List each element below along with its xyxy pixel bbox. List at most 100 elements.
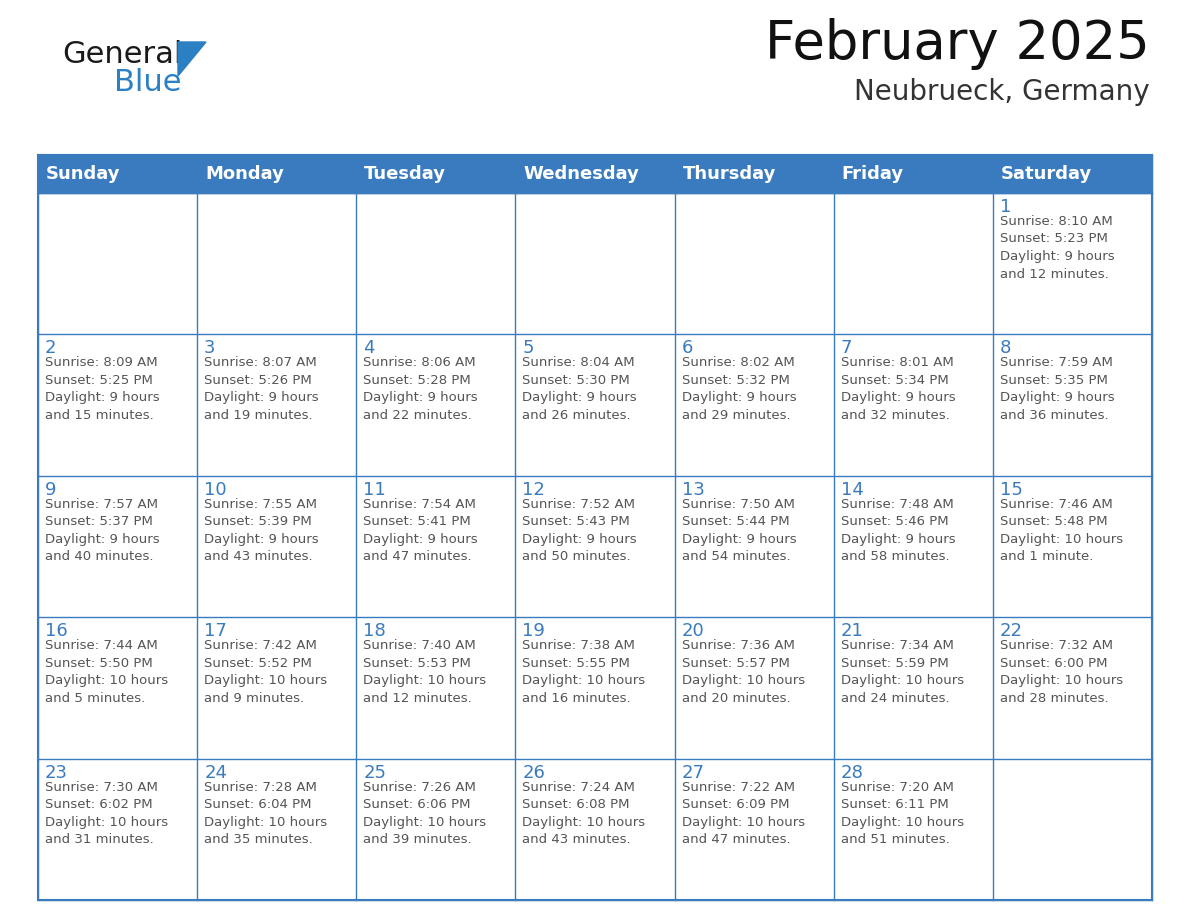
Bar — [516, 617, 675, 758]
Text: 19: 19 — [523, 622, 545, 640]
Bar — [356, 476, 516, 617]
Bar — [38, 476, 197, 617]
Bar — [516, 193, 675, 334]
Text: 24: 24 — [204, 764, 227, 781]
Text: 9: 9 — [45, 481, 57, 498]
Text: 8: 8 — [1000, 340, 1011, 357]
Bar — [993, 193, 1152, 334]
Text: Sunrise: 8:09 AM
Sunset: 5:25 PM
Daylight: 9 hours
and 15 minutes.: Sunrise: 8:09 AM Sunset: 5:25 PM Dayligh… — [45, 356, 159, 422]
Text: Sunday: Sunday — [46, 165, 120, 183]
Text: Sunrise: 7:52 AM
Sunset: 5:43 PM
Daylight: 9 hours
and 50 minutes.: Sunrise: 7:52 AM Sunset: 5:43 PM Dayligh… — [523, 498, 637, 564]
Bar — [516, 476, 675, 617]
Text: Friday: Friday — [842, 165, 904, 183]
Text: Sunrise: 7:24 AM
Sunset: 6:08 PM
Daylight: 10 hours
and 43 minutes.: Sunrise: 7:24 AM Sunset: 6:08 PM Dayligh… — [523, 780, 645, 846]
Text: Sunrise: 7:50 AM
Sunset: 5:44 PM
Daylight: 9 hours
and 54 minutes.: Sunrise: 7:50 AM Sunset: 5:44 PM Dayligh… — [682, 498, 796, 564]
Bar — [356, 334, 516, 476]
Bar — [197, 334, 356, 476]
Bar — [38, 758, 197, 900]
Text: 21: 21 — [841, 622, 864, 640]
Text: 7: 7 — [841, 340, 852, 357]
Text: 28: 28 — [841, 764, 864, 781]
Text: Thursday: Thursday — [683, 165, 776, 183]
Text: 11: 11 — [364, 481, 386, 498]
Text: Sunrise: 8:04 AM
Sunset: 5:30 PM
Daylight: 9 hours
and 26 minutes.: Sunrise: 8:04 AM Sunset: 5:30 PM Dayligh… — [523, 356, 637, 422]
Text: Monday: Monday — [206, 165, 284, 183]
Bar — [993, 476, 1152, 617]
Bar — [675, 193, 834, 334]
Text: Sunrise: 7:30 AM
Sunset: 6:02 PM
Daylight: 10 hours
and 31 minutes.: Sunrise: 7:30 AM Sunset: 6:02 PM Dayligh… — [45, 780, 169, 846]
Text: 18: 18 — [364, 622, 386, 640]
Bar — [834, 476, 993, 617]
Bar — [38, 617, 197, 758]
Text: 20: 20 — [682, 622, 704, 640]
Text: Sunrise: 8:01 AM
Sunset: 5:34 PM
Daylight: 9 hours
and 32 minutes.: Sunrise: 8:01 AM Sunset: 5:34 PM Dayligh… — [841, 356, 955, 422]
Text: General: General — [62, 40, 183, 69]
Text: Neubrueck, Germany: Neubrueck, Germany — [854, 78, 1150, 106]
Text: Blue: Blue — [114, 68, 182, 97]
Text: 23: 23 — [45, 764, 68, 781]
Text: 5: 5 — [523, 340, 533, 357]
Text: 1: 1 — [1000, 198, 1011, 216]
Bar — [834, 617, 993, 758]
Text: Tuesday: Tuesday — [365, 165, 447, 183]
Bar — [993, 617, 1152, 758]
Bar — [675, 334, 834, 476]
Polygon shape — [178, 42, 206, 76]
Text: 25: 25 — [364, 764, 386, 781]
Bar — [197, 758, 356, 900]
Bar — [834, 758, 993, 900]
Text: 15: 15 — [1000, 481, 1023, 498]
Text: 10: 10 — [204, 481, 227, 498]
Bar — [993, 758, 1152, 900]
Text: Sunrise: 7:54 AM
Sunset: 5:41 PM
Daylight: 9 hours
and 47 minutes.: Sunrise: 7:54 AM Sunset: 5:41 PM Dayligh… — [364, 498, 478, 564]
Text: Sunrise: 7:22 AM
Sunset: 6:09 PM
Daylight: 10 hours
and 47 minutes.: Sunrise: 7:22 AM Sunset: 6:09 PM Dayligh… — [682, 780, 804, 846]
Text: Sunrise: 7:26 AM
Sunset: 6:06 PM
Daylight: 10 hours
and 39 minutes.: Sunrise: 7:26 AM Sunset: 6:06 PM Dayligh… — [364, 780, 486, 846]
Bar — [197, 476, 356, 617]
Bar — [675, 476, 834, 617]
Bar — [356, 758, 516, 900]
Text: February 2025: February 2025 — [765, 18, 1150, 70]
Text: Sunrise: 7:34 AM
Sunset: 5:59 PM
Daylight: 10 hours
and 24 minutes.: Sunrise: 7:34 AM Sunset: 5:59 PM Dayligh… — [841, 639, 963, 705]
Bar — [38, 155, 1152, 193]
Text: 13: 13 — [682, 481, 704, 498]
Text: Sunrise: 7:38 AM
Sunset: 5:55 PM
Daylight: 10 hours
and 16 minutes.: Sunrise: 7:38 AM Sunset: 5:55 PM Dayligh… — [523, 639, 645, 705]
Text: 6: 6 — [682, 340, 693, 357]
Bar — [675, 758, 834, 900]
Text: Sunrise: 7:28 AM
Sunset: 6:04 PM
Daylight: 10 hours
and 35 minutes.: Sunrise: 7:28 AM Sunset: 6:04 PM Dayligh… — [204, 780, 327, 846]
Text: Sunrise: 7:46 AM
Sunset: 5:48 PM
Daylight: 10 hours
and 1 minute.: Sunrise: 7:46 AM Sunset: 5:48 PM Dayligh… — [1000, 498, 1123, 564]
Bar — [38, 193, 197, 334]
Text: 3: 3 — [204, 340, 216, 357]
Text: Sunrise: 7:44 AM
Sunset: 5:50 PM
Daylight: 10 hours
and 5 minutes.: Sunrise: 7:44 AM Sunset: 5:50 PM Dayligh… — [45, 639, 169, 705]
Bar — [516, 758, 675, 900]
Text: 27: 27 — [682, 764, 704, 781]
Bar — [356, 193, 516, 334]
Bar — [38, 334, 197, 476]
Bar — [38, 155, 1152, 900]
Text: 22: 22 — [1000, 622, 1023, 640]
Bar — [834, 334, 993, 476]
Text: 2: 2 — [45, 340, 57, 357]
Text: Sunrise: 7:20 AM
Sunset: 6:11 PM
Daylight: 10 hours
and 51 minutes.: Sunrise: 7:20 AM Sunset: 6:11 PM Dayligh… — [841, 780, 963, 846]
Text: Sunrise: 7:36 AM
Sunset: 5:57 PM
Daylight: 10 hours
and 20 minutes.: Sunrise: 7:36 AM Sunset: 5:57 PM Dayligh… — [682, 639, 804, 705]
Text: Sunrise: 8:07 AM
Sunset: 5:26 PM
Daylight: 9 hours
and 19 minutes.: Sunrise: 8:07 AM Sunset: 5:26 PM Dayligh… — [204, 356, 318, 422]
Bar — [356, 617, 516, 758]
Text: 17: 17 — [204, 622, 227, 640]
Bar — [197, 193, 356, 334]
Text: Sunrise: 7:32 AM
Sunset: 6:00 PM
Daylight: 10 hours
and 28 minutes.: Sunrise: 7:32 AM Sunset: 6:00 PM Dayligh… — [1000, 639, 1123, 705]
Text: Sunrise: 7:48 AM
Sunset: 5:46 PM
Daylight: 9 hours
and 58 minutes.: Sunrise: 7:48 AM Sunset: 5:46 PM Dayligh… — [841, 498, 955, 564]
Text: Sunrise: 7:55 AM
Sunset: 5:39 PM
Daylight: 9 hours
and 43 minutes.: Sunrise: 7:55 AM Sunset: 5:39 PM Dayligh… — [204, 498, 318, 564]
Text: Sunrise: 8:02 AM
Sunset: 5:32 PM
Daylight: 9 hours
and 29 minutes.: Sunrise: 8:02 AM Sunset: 5:32 PM Dayligh… — [682, 356, 796, 422]
Text: Sunrise: 7:59 AM
Sunset: 5:35 PM
Daylight: 9 hours
and 36 minutes.: Sunrise: 7:59 AM Sunset: 5:35 PM Dayligh… — [1000, 356, 1114, 422]
Bar — [834, 193, 993, 334]
Text: 4: 4 — [364, 340, 374, 357]
Text: Sunrise: 7:42 AM
Sunset: 5:52 PM
Daylight: 10 hours
and 9 minutes.: Sunrise: 7:42 AM Sunset: 5:52 PM Dayligh… — [204, 639, 327, 705]
Text: Saturday: Saturday — [1000, 165, 1092, 183]
Bar — [993, 334, 1152, 476]
Text: Sunrise: 7:40 AM
Sunset: 5:53 PM
Daylight: 10 hours
and 12 minutes.: Sunrise: 7:40 AM Sunset: 5:53 PM Dayligh… — [364, 639, 486, 705]
Text: 26: 26 — [523, 764, 545, 781]
Bar — [197, 617, 356, 758]
Text: 14: 14 — [841, 481, 864, 498]
Text: Sunrise: 7:57 AM
Sunset: 5:37 PM
Daylight: 9 hours
and 40 minutes.: Sunrise: 7:57 AM Sunset: 5:37 PM Dayligh… — [45, 498, 159, 564]
Text: Sunrise: 8:10 AM
Sunset: 5:23 PM
Daylight: 9 hours
and 12 minutes.: Sunrise: 8:10 AM Sunset: 5:23 PM Dayligh… — [1000, 215, 1114, 281]
Text: 16: 16 — [45, 622, 68, 640]
